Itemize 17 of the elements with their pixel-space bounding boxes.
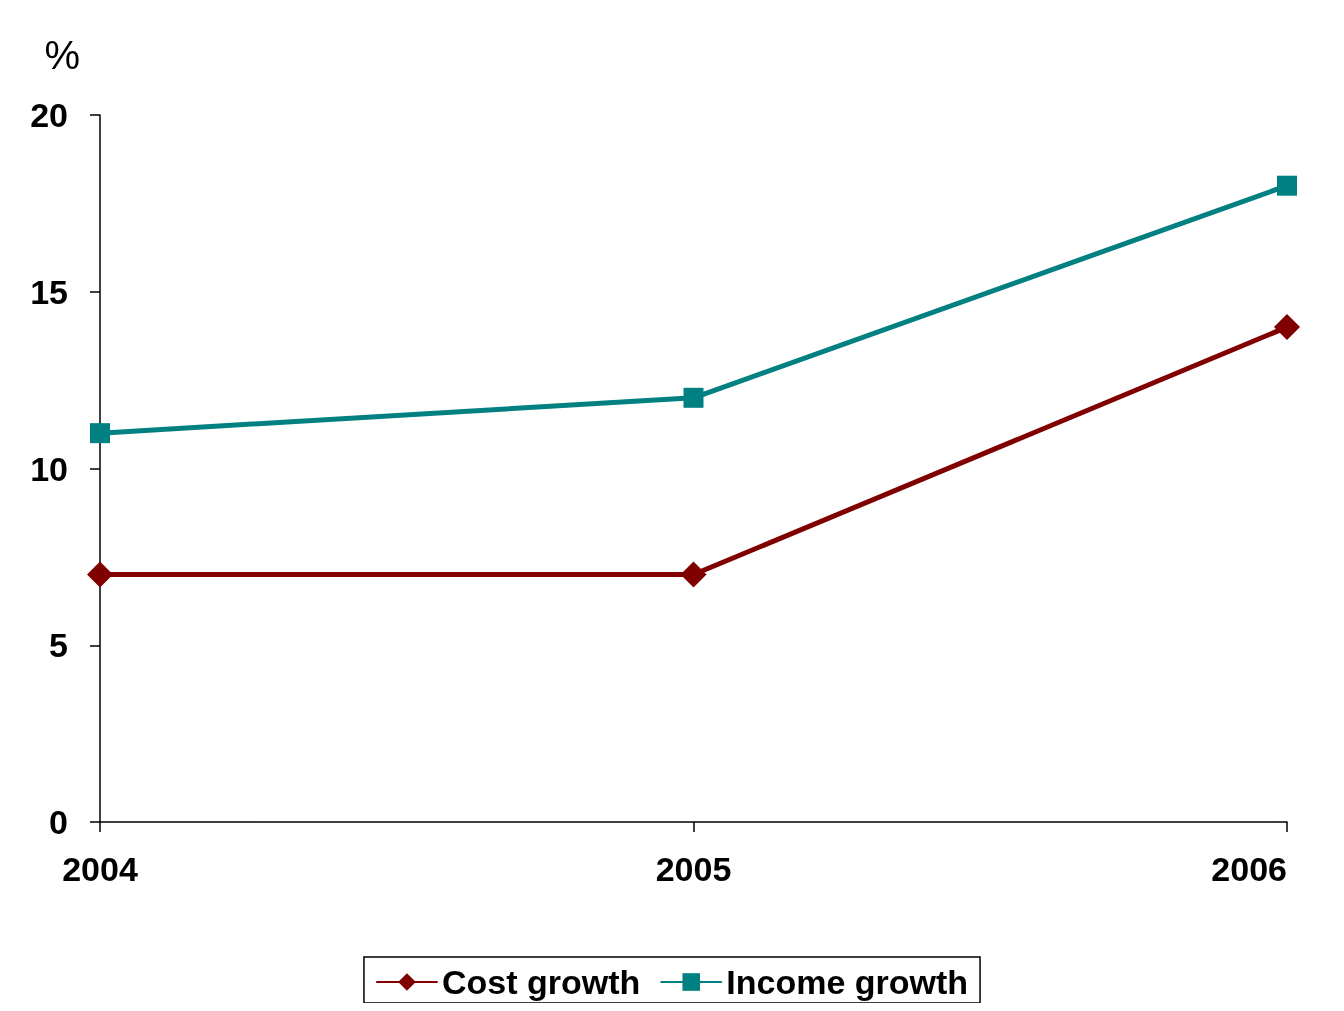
point	[87, 561, 113, 588]
x-tick-label: 2004	[62, 850, 138, 888]
y-axis-title: %	[44, 33, 80, 77]
point	[680, 561, 707, 588]
y-tick-label: 15	[30, 272, 68, 311]
legend-label: Cost growth	[441, 963, 641, 1001]
point	[683, 387, 704, 408]
y-tick-label: 20	[30, 96, 68, 134]
y-tick-label: 0	[49, 803, 68, 841]
x-tick-label: 2005	[655, 850, 732, 888]
y-tick-label: 10	[30, 449, 68, 488]
point	[1277, 175, 1297, 196]
y-tick-label: 5	[49, 626, 68, 665]
legend-label: Income growth	[726, 963, 969, 1001]
point	[90, 423, 110, 444]
point	[1274, 314, 1300, 341]
x-tick-label: 2006	[1211, 850, 1287, 888]
